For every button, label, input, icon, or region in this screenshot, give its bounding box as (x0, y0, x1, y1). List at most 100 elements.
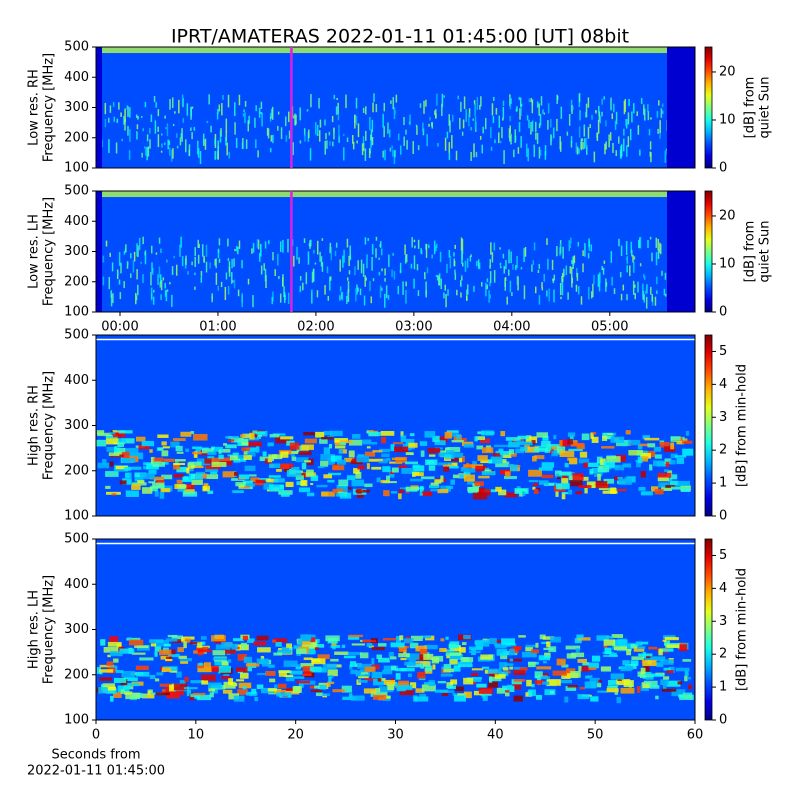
spectrogram-texture (178, 99, 180, 114)
spectrogram-texture (551, 446, 560, 450)
spectrogram-texture (107, 654, 111, 658)
spectrogram-texture (153, 457, 164, 465)
spectrogram-texture (647, 104, 649, 113)
spectrogram-texture (419, 485, 424, 493)
spectrogram-texture (503, 266, 506, 274)
spectrogram-texture (553, 274, 556, 281)
spectrogram-texture (340, 442, 346, 445)
spectrogram-texture (97, 432, 112, 437)
spectrogram-texture (176, 671, 182, 678)
spectrogram-texture (609, 465, 620, 469)
spectrogram-texture (348, 255, 350, 267)
spectrogram-texture (475, 639, 490, 647)
spectrogram-texture (603, 461, 615, 467)
spectrogram-texture (239, 672, 249, 679)
spectrogram-texture (608, 134, 610, 148)
spectrogram-texture (315, 122, 317, 135)
spectrogram-texture (218, 454, 224, 459)
spectrogram-texture (216, 150, 219, 160)
spectrogram-texture (660, 659, 674, 665)
spectrogram-texture (532, 455, 537, 462)
colorbar-tick-label: 10 (719, 112, 736, 127)
spectrogram-texture (459, 117, 461, 130)
spectrogram-texture (513, 679, 526, 682)
spectrogram-texture (677, 480, 690, 487)
spectrogram-texture (233, 279, 236, 289)
spectrogram-texture (346, 137, 349, 143)
spectrogram-texture (165, 127, 167, 130)
spectrogram-texture (309, 240, 311, 249)
spectrogram-texture (108, 277, 111, 290)
spectrogram-texture (242, 433, 252, 439)
spectrogram-texture (321, 436, 334, 440)
spectrogram-texture (218, 104, 221, 112)
spectrogram-texture (205, 261, 208, 273)
spectrogram-texture (233, 258, 235, 267)
spectrogram-texture (452, 693, 457, 696)
spectrogram-texture (311, 658, 326, 665)
spectrogram-texture (438, 275, 440, 286)
spectrogram-texture (355, 489, 371, 493)
spectrogram-texture (108, 452, 120, 457)
spectrogram-texture (585, 111, 587, 118)
spectrogram-texture (105, 485, 111, 489)
spectrogram-texture (422, 122, 424, 132)
spectrogram-texture (629, 128, 632, 141)
spectrogram-texture (466, 258, 469, 268)
spectrogram-texture (595, 110, 597, 114)
spectrogram-texture (411, 471, 416, 477)
spectrogram-texture (389, 656, 397, 660)
spectrogram-texture (657, 476, 669, 482)
spectrogram-texture (176, 451, 184, 454)
spectrogram-texture (121, 451, 130, 459)
spectrogram-texture (535, 121, 537, 133)
spectrogram-texture (247, 638, 255, 643)
spectrogram-texture (365, 277, 367, 281)
spectrogram-texture (313, 249, 315, 254)
spectrogram-texture (322, 693, 331, 696)
spectrogram-texture (488, 681, 498, 688)
spectrogram-texture (326, 266, 329, 274)
spectrogram-texture (225, 130, 228, 142)
spectrogram-texture (144, 250, 147, 265)
spectrogram-texture (256, 672, 267, 676)
spectrogram-texture (331, 115, 334, 123)
spectrogram-texture (356, 488, 362, 494)
spectrogram-texture (643, 273, 645, 278)
spectrogram-texture (568, 114, 571, 126)
spectrogram-texture (448, 114, 450, 126)
spectrogram-texture (496, 687, 507, 694)
spectrogram-texture (194, 286, 196, 290)
spectrogram-texture (207, 490, 214, 494)
spectrogram-texture (96, 667, 101, 674)
spectrogram-texture (626, 145, 628, 157)
spectrogram-texture (223, 681, 236, 689)
colorbar-tick-label: 1 (719, 680, 727, 695)
spectrogram-texture (165, 290, 168, 302)
spectrogram-texture (493, 242, 496, 251)
spectrogram-texture (472, 118, 474, 121)
spectrogram-texture (350, 460, 363, 465)
spectrogram-texture (420, 662, 425, 669)
spectrogram-texture (303, 671, 312, 676)
spectrogram-texture (218, 449, 222, 454)
spectrogram-texture (626, 265, 628, 273)
spectrogram-texture (504, 471, 511, 477)
spectrogram-texture (587, 97, 590, 108)
spectrogram-texture (254, 697, 259, 702)
spectrogram-texture (583, 125, 586, 129)
spectrogram-texture (344, 457, 354, 463)
spectrogram-texture (126, 105, 129, 110)
spectrogram-band (96, 191, 695, 198)
spectrogram-texture (433, 240, 436, 255)
spectrogram-texture (185, 484, 195, 489)
spectrogram-texture (298, 257, 300, 264)
spectrogram-texture (366, 643, 373, 647)
spectrogram-texture (640, 667, 646, 674)
spectrogram-texture (660, 679, 669, 686)
spectrogram-texture (302, 282, 304, 291)
spectrogram-texture (611, 634, 624, 638)
spectrogram-texture (334, 250, 337, 257)
spectrogram-texture (600, 666, 612, 672)
spectrogram-texture (570, 442, 585, 447)
